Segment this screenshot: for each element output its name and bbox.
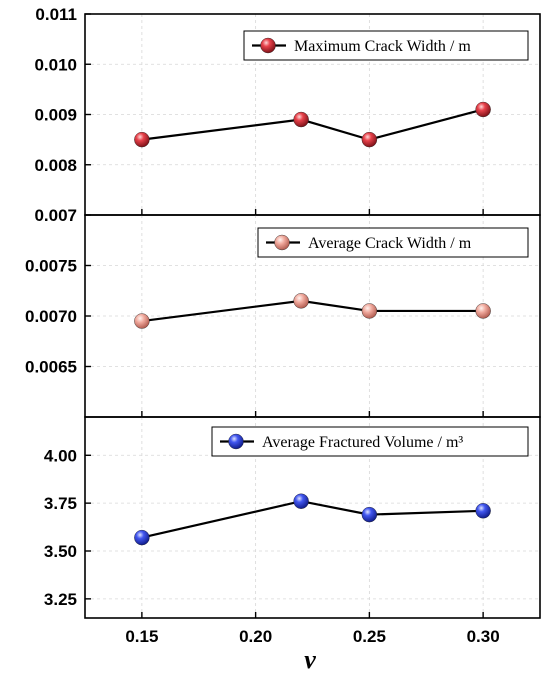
data-point (475, 303, 491, 319)
legend-label: Average Fractured Volume / m³ (262, 434, 463, 451)
series-line (141, 108, 484, 141)
legend-marker (228, 433, 244, 450)
chart-panel-2: 0.0065 0.0070 0.0075 Average Crack Width / … (25, 214, 541, 418)
legend-marker (260, 37, 276, 54)
legend-marker (274, 234, 290, 251)
series-line (141, 299, 484, 323)
y-tick-label: 4.00 (44, 446, 77, 465)
legend-label: Maximum Crack Width / m (294, 38, 471, 55)
x-tick-label: 0.15 (125, 627, 158, 646)
data-point (475, 503, 491, 519)
x-axis-label: ν (304, 645, 316, 674)
data-point (361, 303, 378, 319)
data-point (475, 101, 491, 118)
legend: Average Crack Width / m (257, 227, 529, 258)
chart-panel-3: 3.25 3.50 3.75 4.00 Average Fractured Volume… (44, 416, 541, 619)
plot-layer: 0.007 0.008 0.009 0.010 0.011 Maximum Crack W… (25, 5, 541, 646)
y-tick-label: 3.75 (44, 494, 77, 513)
y-tick-label: 0.011 (35, 5, 77, 24)
y-tick-label: 0.0075 (25, 257, 77, 276)
x-tick-label: 0.30 (467, 627, 500, 646)
y-tick-label: 0.0065 (25, 358, 77, 377)
y-tick-label: 0.010 (34, 55, 77, 74)
x-tick-label: 0.25 (353, 627, 386, 646)
data-point (293, 111, 309, 128)
data-point (134, 529, 150, 546)
legend: Average Fractured Volume / m³ (211, 426, 529, 457)
data-point (134, 313, 150, 329)
y-tick-label: 3.50 (44, 542, 77, 561)
series-line (141, 500, 484, 539)
y-tick-label: 0.009 (34, 106, 77, 125)
data-point (361, 506, 378, 523)
data-point (293, 293, 309, 309)
legend: Maximum Crack Width / m (243, 30, 529, 61)
y-tick-label: 0.007 (34, 206, 77, 225)
y-tick-label: 0.0070 (25, 307, 77, 326)
x-tick-label: 0.20 (239, 627, 272, 646)
data-point (361, 131, 378, 148)
legend-box (257, 227, 529, 258)
legend-box (243, 30, 529, 61)
legend-box (211, 426, 529, 457)
chart-panel-1: 0.007 0.008 0.009 0.010 0.011 Maximum Crack W… (34, 5, 541, 225)
panel-frame (84, 416, 541, 619)
data-point (293, 493, 309, 509)
legend-label: Average Crack Width / m (308, 235, 472, 252)
y-tick-label: 3.25 (44, 590, 77, 609)
data-point (134, 131, 150, 148)
y-tick-label: 0.008 (34, 156, 77, 175)
